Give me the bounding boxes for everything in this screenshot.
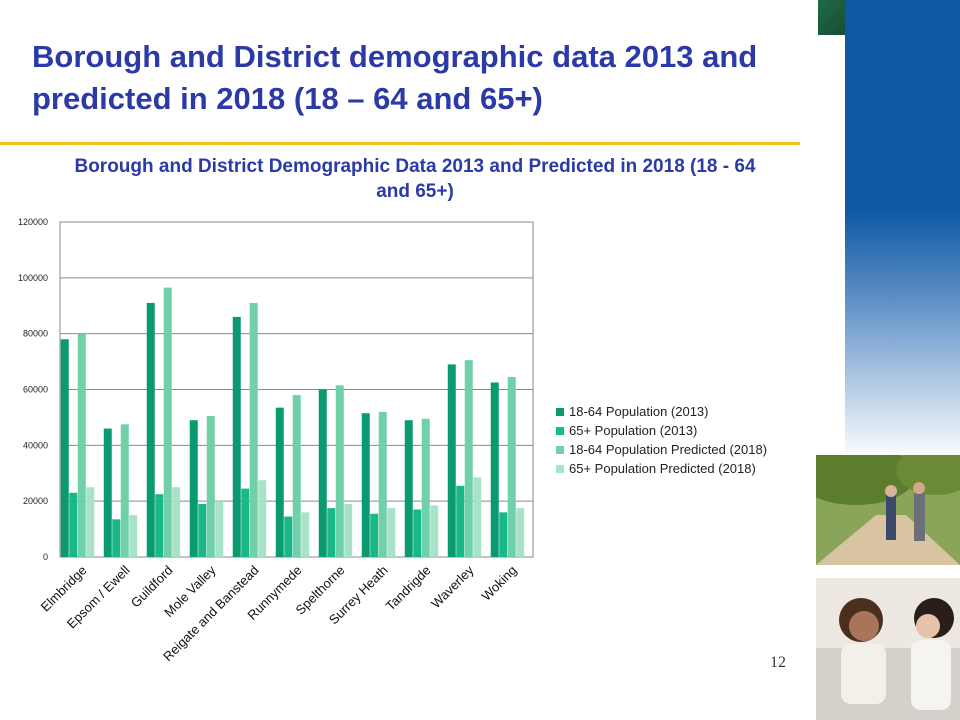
bar-chart: 020000400006000080000100000120000Elmbrid…: [18, 217, 534, 664]
bar: [473, 477, 482, 557]
x-tick-label: Woking: [479, 563, 520, 604]
y-tick-label: 120000: [18, 217, 48, 227]
bar: [258, 480, 267, 557]
chart-legend: 18-64 Population (2013) 65+ Population (2…: [556, 402, 767, 478]
bar: [516, 508, 525, 557]
y-tick-label: 60000: [23, 385, 48, 395]
legend-swatch: [556, 445, 564, 454]
legend-label: 18-64 Population Predicted (2018): [569, 442, 768, 457]
bar: [249, 302, 258, 557]
bar: [430, 505, 439, 557]
corner-accent: [818, 0, 845, 35]
legend-item: 18-64 Population Predicted (2018): [556, 440, 767, 459]
bar: [120, 424, 129, 557]
bar: [198, 503, 207, 557]
bar: [172, 487, 181, 557]
bar: [103, 428, 112, 557]
bar: [86, 487, 95, 557]
bar: [490, 382, 499, 557]
chart-title: Borough and District Demographic Data 20…: [74, 156, 756, 202]
legend-label: 18-64 Population (2013): [569, 404, 709, 419]
bar: [232, 316, 241, 557]
bar: [344, 503, 353, 557]
bar: [189, 420, 198, 557]
bar: [387, 508, 396, 557]
bar: [447, 364, 456, 557]
bar: [215, 501, 224, 557]
title-rule: [0, 142, 800, 145]
slide-title: Borough and District demographic data 20…: [32, 39, 758, 116]
bar: [163, 287, 172, 557]
bar: [456, 485, 465, 557]
legend-label: 65+ Population (2013): [569, 423, 698, 438]
bar: [292, 395, 301, 557]
page-number: 12: [770, 654, 786, 671]
bar: [60, 339, 69, 557]
bar: [77, 333, 86, 557]
bar: [507, 376, 516, 557]
bar: [413, 509, 422, 557]
y-tick-label: 40000: [23, 440, 48, 450]
bar: [155, 494, 164, 557]
side-band: [845, 0, 960, 460]
bar: [421, 418, 430, 557]
y-tick-label: 0: [43, 552, 48, 562]
legend-swatch: [556, 426, 564, 435]
bar: [206, 416, 215, 557]
bar: [464, 360, 473, 557]
x-tick-label: Waverley: [428, 562, 477, 611]
x-tick-label: Tandrigde: [383, 563, 434, 614]
bar: [499, 512, 508, 557]
bar: [69, 492, 78, 557]
bar: [129, 515, 138, 557]
couple-walking-photo: [816, 455, 960, 565]
y-tick-label: 100000: [18, 273, 48, 283]
bar: [335, 385, 344, 557]
bar: [370, 513, 379, 557]
bar: [112, 519, 121, 557]
bar: [404, 420, 413, 557]
bar: [275, 407, 284, 557]
legend-item: 65+ Population Predicted (2018): [556, 459, 767, 478]
legend-item: 65+ Population (2013): [556, 421, 767, 440]
bar: [327, 508, 336, 557]
bar: [378, 411, 387, 557]
legend-label: 65+ Population Predicted (2018): [569, 461, 756, 476]
legend-item: 18-64 Population (2013): [556, 402, 767, 421]
legend-swatch: [556, 407, 564, 416]
bar: [301, 512, 310, 557]
bar: [146, 302, 155, 557]
bar: [318, 389, 327, 557]
bar: [284, 516, 293, 557]
bar: [241, 488, 250, 557]
bar: [361, 413, 370, 557]
y-tick-label: 20000: [23, 496, 48, 506]
two-women-talking-photo: [816, 578, 960, 720]
y-tick-label: 80000: [23, 329, 48, 339]
legend-swatch: [556, 464, 564, 473]
